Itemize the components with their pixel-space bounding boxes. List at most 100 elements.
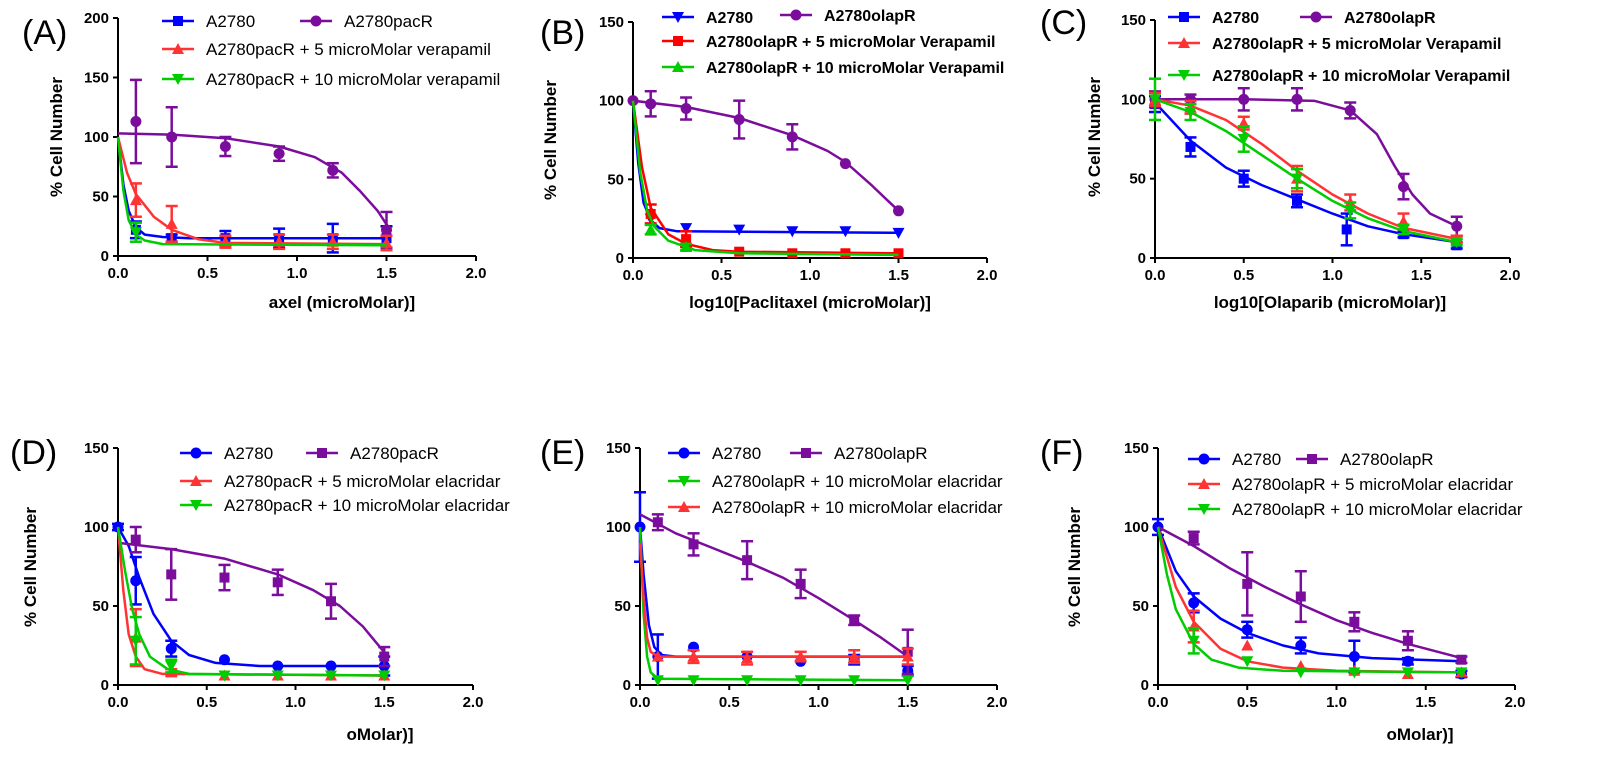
series-line	[116, 136, 387, 247]
data-point	[325, 660, 337, 672]
y-axis-label: % Cell Number	[1065, 507, 1084, 627]
y-tick-label: 150	[599, 14, 624, 31]
y-tick-label: 0	[101, 677, 109, 694]
series-2	[116, 136, 393, 252]
legend-item: A2780olapR + 10 microMolar Verapamil	[662, 60, 1004, 77]
data-point	[680, 240, 693, 252]
series-1	[117, 525, 391, 668]
data-point	[733, 114, 745, 126]
data-point	[839, 158, 851, 170]
x-tick-label: 0.0	[108, 694, 129, 711]
legend-marker	[1178, 70, 1190, 81]
legend-label: A2780	[1232, 450, 1281, 469]
data-point	[1295, 591, 1306, 602]
x-tick-label: 1.0	[800, 267, 821, 284]
data-point	[652, 517, 663, 528]
y-axis-label: % Cell Number	[47, 77, 66, 197]
data-point	[272, 577, 283, 588]
data-point	[1294, 667, 1307, 679]
y-axis-label: % Cell Number	[21, 507, 40, 627]
y-tick-label: 150	[84, 70, 109, 87]
data-point	[794, 675, 807, 687]
data-point	[734, 246, 745, 257]
data-point	[1451, 220, 1463, 232]
series-line	[632, 99, 900, 212]
x-tick-label: 0.5	[719, 694, 740, 711]
legend-marker	[672, 61, 684, 72]
series-3	[631, 100, 899, 257]
data-point	[680, 223, 693, 235]
x-tick-label: 1.5	[376, 265, 397, 282]
x-tick-label: 2.0	[466, 265, 487, 282]
data-point	[1397, 224, 1410, 236]
y-tick-label: 100	[84, 129, 109, 146]
data-point	[1291, 173, 1303, 185]
data-point	[645, 208, 656, 219]
data-point	[849, 615, 860, 626]
legend-item: A2780	[180, 444, 273, 463]
data-point	[1402, 655, 1414, 667]
data-point	[1349, 616, 1360, 627]
series-line	[631, 100, 899, 235]
x-tick-label: 1.0	[808, 694, 829, 711]
legend-label: A2780olapR + 5 microMolar elacridar	[1232, 475, 1513, 494]
data-point	[893, 205, 904, 217]
series-line	[638, 542, 908, 658]
legend-marker	[172, 74, 184, 85]
data-point	[848, 650, 861, 662]
y-tick-label: 50	[92, 598, 109, 615]
data-point	[651, 650, 664, 662]
series-1	[627, 89, 904, 217]
y-tick-label: 0	[101, 248, 109, 265]
data-point	[786, 131, 798, 143]
x-tick-label: 2.0	[1500, 267, 1521, 284]
legend-label: A2780olapR + 10 microMolar elacridar	[1232, 500, 1523, 519]
y-tick-label: 50	[92, 189, 109, 206]
data-point	[1238, 173, 1249, 184]
data-point	[839, 226, 852, 238]
legend-label: A2780olapR	[824, 8, 916, 25]
x-axis-label: axel (microMolar)]	[269, 293, 415, 312]
legend-item: A2780olapR + 10 microMolar elacridar	[668, 498, 1003, 517]
x-tick-label: 1.0	[1326, 694, 1347, 711]
data-point	[166, 131, 178, 143]
legend-item: A2780pacR + 10 microMolar verapamil	[162, 70, 500, 89]
legend-label: A2780olapR + 10 microMolar elacridar	[712, 472, 1003, 491]
series-line	[116, 136, 387, 246]
data-point	[681, 234, 692, 245]
legend-marker	[673, 36, 683, 46]
data-point	[327, 164, 339, 176]
series-3	[1156, 526, 1468, 679]
legend-label: A2780olapR + 10 microMolar Verapamil	[1212, 68, 1510, 85]
legend-item: A2780olapR + 10 microMolar elacridar	[668, 472, 1003, 491]
x-tick-label: 0.0	[108, 265, 129, 282]
data-point	[325, 670, 337, 682]
legend-label: A2780pacR + 10 microMolar elacridar	[224, 496, 510, 515]
legend-item: A2780olapR	[790, 444, 928, 463]
legend-marker	[1310, 11, 1322, 23]
data-point	[130, 575, 142, 587]
panel-label: (F)	[1040, 434, 1083, 472]
data-point	[218, 670, 231, 682]
series-1	[117, 78, 393, 249]
legend-item: A2780olapR + 5 microMolar elacridar	[1188, 475, 1513, 494]
legend-label: A2780	[712, 444, 761, 463]
series-line	[1155, 98, 1458, 228]
legend-label: A2780olapR + 10 microMolar Verapamil	[706, 60, 1004, 77]
legend-label: A2780	[1212, 10, 1259, 27]
legend-marker	[1179, 12, 1189, 22]
legend-item: A2780olapR	[780, 8, 916, 25]
data-point	[1455, 667, 1468, 679]
legend-marker	[678, 447, 690, 459]
series-0	[112, 521, 391, 677]
legend-label: A2780pacR	[350, 444, 439, 463]
data-point	[1291, 93, 1303, 105]
series-1	[1149, 86, 1463, 238]
series-line	[1156, 526, 1462, 663]
legend-label: A2780olapR + 10 microMolar elacridar	[712, 498, 1003, 517]
data-point	[733, 224, 746, 236]
data-point	[165, 643, 177, 655]
y-tick-label: 100	[606, 519, 631, 536]
x-tick-label: 0.5	[711, 267, 732, 284]
legend-marker	[790, 9, 802, 21]
